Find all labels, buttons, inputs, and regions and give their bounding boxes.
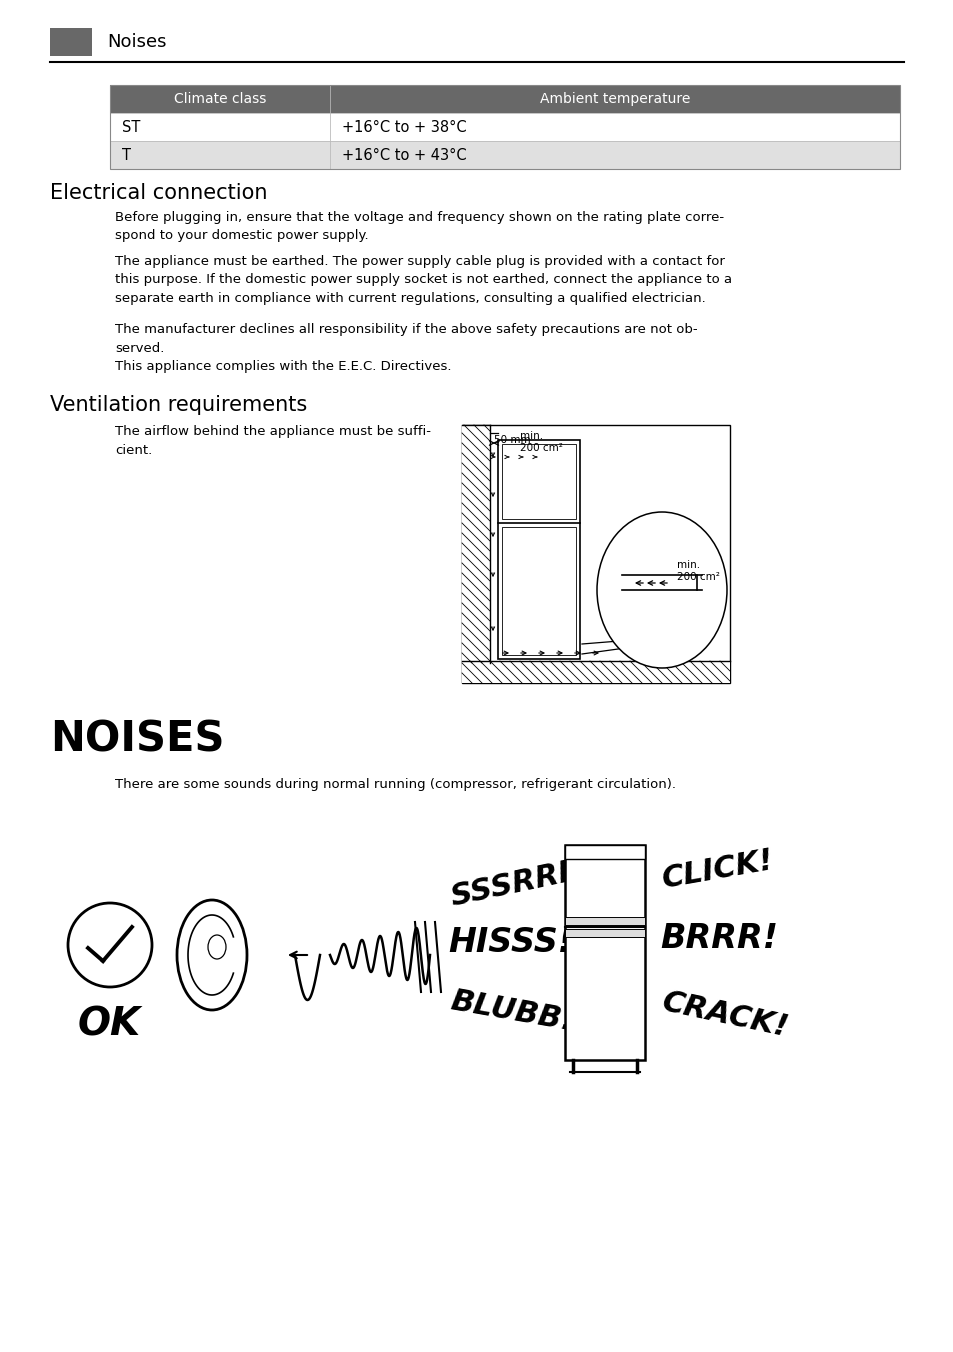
Text: There are some sounds during normal running (compressor, refrigerant circulation: There are some sounds during normal runn…	[115, 777, 676, 791]
Text: This appliance complies with the E.E.C. Directives.: This appliance complies with the E.E.C. …	[115, 360, 451, 373]
Bar	[497, 439, 579, 658]
Bar	[50, 28, 91, 55]
Bar	[110, 85, 899, 114]
Text: BLUBB!: BLUBB!	[448, 987, 577, 1037]
Text: The appliance must be earthed. The power supply cable plug is provided with a co: The appliance must be earthed. The power…	[115, 256, 731, 306]
Text: CLICK!: CLICK!	[659, 846, 776, 894]
Text: 50 mm: 50 mm	[494, 435, 530, 445]
Text: min.: min.	[519, 431, 542, 441]
Ellipse shape	[208, 936, 226, 959]
Text: OK: OK	[78, 1005, 141, 1042]
Bar	[110, 114, 899, 141]
Text: Climate class: Climate class	[173, 92, 266, 105]
Text: T: T	[122, 147, 131, 162]
Bar	[564, 929, 644, 937]
Text: Electrical connection: Electrical connection	[50, 183, 267, 203]
Text: The manufacturer declines all responsibility if the above safety precautions are: The manufacturer declines all responsibi…	[115, 323, 697, 354]
Bar	[501, 527, 576, 654]
Bar	[110, 85, 899, 169]
Ellipse shape	[177, 900, 247, 1010]
Text: 200 cm²: 200 cm²	[677, 572, 720, 581]
Text: +16°C to + 43°C: +16°C to + 43°C	[341, 147, 466, 162]
Text: BRRR!: BRRR!	[659, 922, 778, 955]
Text: min.: min.	[677, 560, 700, 571]
Bar	[564, 917, 644, 925]
Text: Ambient temperature: Ambient temperature	[539, 92, 689, 105]
Text: The airflow behind the appliance must be suffi-
cient.: The airflow behind the appliance must be…	[115, 425, 431, 457]
Text: SSSRRR!: SSSRRR!	[448, 852, 598, 911]
Text: Noises: Noises	[107, 32, 167, 51]
Text: 200 cm²: 200 cm²	[519, 443, 562, 453]
Bar	[110, 141, 899, 169]
Bar	[564, 845, 644, 1060]
Bar	[461, 425, 490, 662]
Text: Ventilation requirements: Ventilation requirements	[50, 395, 307, 415]
Text: HISSS!: HISSS!	[448, 926, 573, 959]
Text: NOISES: NOISES	[50, 718, 224, 760]
Text: ST: ST	[122, 119, 140, 134]
Ellipse shape	[597, 512, 726, 668]
Text: CRACK!: CRACK!	[659, 987, 791, 1042]
Text: Before plugging in, ensure that the voltage and frequency shown on the rating pl: Before plugging in, ensure that the volt…	[115, 211, 723, 242]
Text: 32: 32	[61, 35, 81, 50]
Bar	[461, 661, 729, 683]
Bar	[564, 845, 644, 859]
Bar	[501, 443, 576, 519]
Text: +16°C to + 38°C: +16°C to + 38°C	[341, 119, 466, 134]
Bar	[461, 425, 729, 683]
